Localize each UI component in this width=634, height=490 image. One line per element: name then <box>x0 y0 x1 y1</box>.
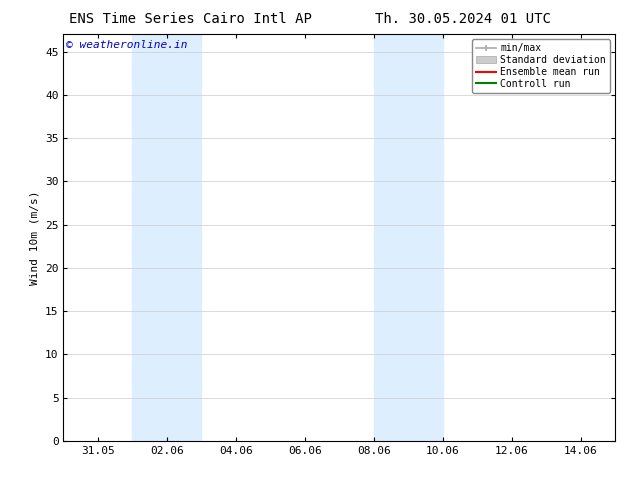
Bar <box>133 34 201 441</box>
Legend: min/max, Standard deviation, Ensemble mean run, Controll run: min/max, Standard deviation, Ensemble me… <box>472 39 610 93</box>
Text: ENS Time Series Cairo Intl AP: ENS Time Series Cairo Intl AP <box>68 12 312 26</box>
Text: Th. 30.05.2024 01 UTC: Th. 30.05.2024 01 UTC <box>375 12 551 26</box>
Y-axis label: Wind 10m (m/s): Wind 10m (m/s) <box>30 191 39 285</box>
Text: © weatheronline.in: © weatheronline.in <box>66 40 188 50</box>
Bar <box>373 34 443 441</box>
